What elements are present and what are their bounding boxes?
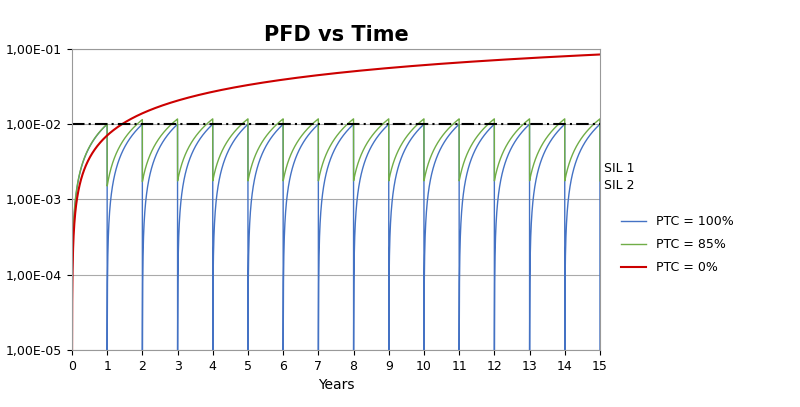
PTC = 85%	[149, 144, 158, 149]
Line: PTC = 85%: PTC = 85%	[72, 119, 600, 298]
PTC = 100%	[354, 185, 363, 190]
PTC = 100%	[595, 348, 605, 352]
PTC = 0%	[67, 358, 77, 363]
Text: SIL 1: SIL 1	[604, 162, 634, 175]
PTC = 100%	[480, 132, 490, 137]
PTC = 0%	[528, 55, 538, 60]
Line: PTC = 100%: PTC = 100%	[72, 124, 600, 350]
PTC = 0%	[127, 116, 137, 121]
X-axis label: Years: Years	[318, 378, 354, 392]
PTC = 0%	[270, 79, 279, 83]
PTC = 0%	[158, 103, 168, 107]
PTC = 100%	[359, 162, 369, 167]
PTC = 100%	[161, 136, 170, 140]
PTC = 85%	[595, 178, 605, 183]
PTC = 85%	[161, 128, 170, 133]
Title: PFD vs Time: PFD vs Time	[264, 24, 408, 44]
PTC = 100%	[149, 158, 158, 163]
PTC = 0%	[293, 75, 302, 80]
PTC = 85%	[359, 147, 369, 151]
Text: SIL 2: SIL 2	[604, 179, 634, 192]
PTC = 85%	[431, 144, 441, 149]
PTC = 0%	[585, 53, 594, 57]
PTC = 100%	[431, 157, 441, 162]
Legend: PTC = 100%, PTC = 85%, PTC = 0%: PTC = 100%, PTC = 85%, PTC = 0%	[617, 212, 737, 278]
PTC = 85%	[595, 116, 605, 121]
PTC = 85%	[354, 159, 363, 164]
PTC = 85%	[67, 295, 77, 300]
PTC = 0%	[595, 52, 605, 57]
PTC = 100%	[102, 122, 112, 127]
Line: PTC = 0%: PTC = 0%	[72, 55, 600, 361]
PTC = 85%	[480, 125, 490, 130]
PTC = 100%	[67, 348, 77, 352]
